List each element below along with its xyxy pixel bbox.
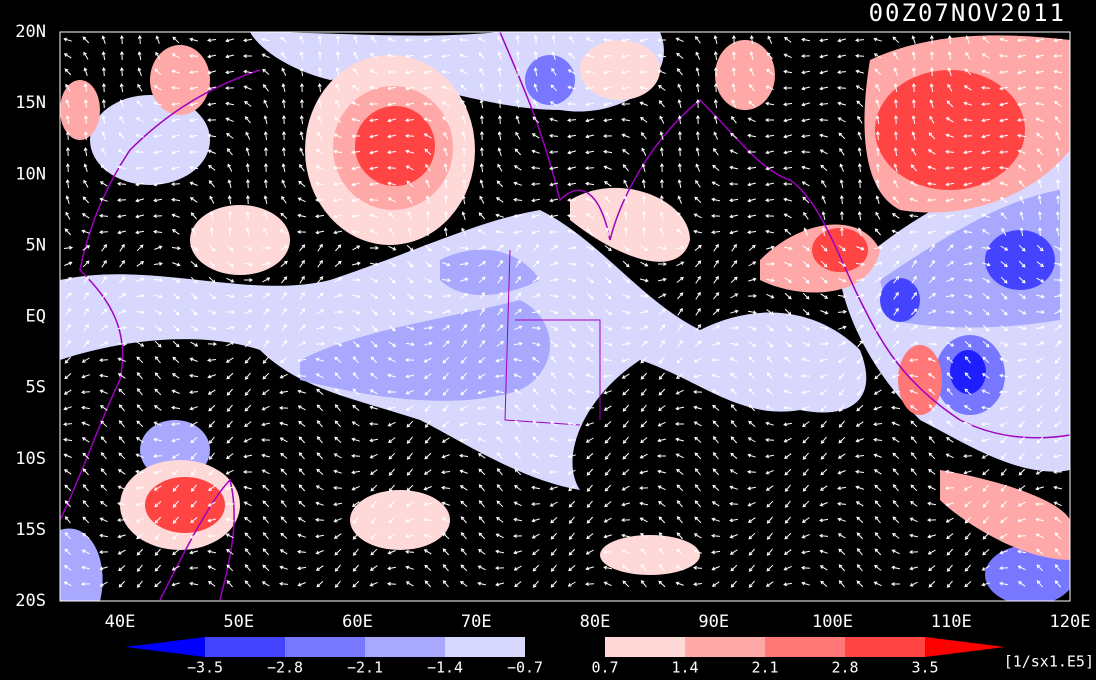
boundary-line <box>504 249 601 426</box>
lon-labels: 40E 50E 60E 70E 80E 90E 100E 110E 120E <box>105 612 1091 632</box>
colorbar-box <box>205 637 285 657</box>
coastline <box>60 69 261 521</box>
negative-region <box>525 55 575 105</box>
colorbar-label: 2.1 <box>751 659 778 677</box>
vorticity-field <box>60 32 1070 601</box>
wind-vectors <box>63 35 1063 588</box>
colorbar-label: 0.7 <box>591 659 618 677</box>
colorbar-box <box>765 637 845 657</box>
colorbar-box <box>685 637 765 657</box>
negative-region <box>440 249 540 295</box>
positive-region <box>898 345 942 415</box>
colorbar-label: −2.8 <box>267 659 303 677</box>
negative-region <box>880 190 1060 328</box>
colorbar-box <box>845 637 925 657</box>
lat-labels: 20N 15N 10N 5N EQ 5S 10S 15S 20S <box>15 22 46 611</box>
colorbar-label: −0.7 <box>507 659 543 677</box>
colorbar: −3.5 −2.8 −2.1 −1.4 −0.7 0.7 1.4 2.1 2.8 3.5 <box>125 637 1005 677</box>
lon-label: 90E <box>698 612 729 632</box>
negative-core <box>880 278 920 322</box>
coastline <box>159 478 235 601</box>
colorbar-unit: [1/sx1.E5] <box>1004 653 1094 671</box>
negative-region <box>60 528 103 601</box>
negative-region <box>985 545 1070 601</box>
lat-label: 10N <box>15 164 46 184</box>
colorbar-label: 3.5 <box>911 659 938 677</box>
lat-label: 15N <box>15 93 46 113</box>
colorbar-label: 1.4 <box>671 659 698 677</box>
positive-region <box>600 535 700 575</box>
positive-region <box>940 470 1070 560</box>
positive-region <box>190 205 290 275</box>
colorbar-min-arrow <box>125 637 205 657</box>
lat-label: EQ <box>26 307 46 327</box>
colorbar-box <box>285 637 365 657</box>
negative-core <box>985 230 1055 290</box>
positive-region <box>570 187 690 262</box>
lon-label: 40E <box>105 612 136 632</box>
lon-label: 110E <box>931 612 972 632</box>
lat-label: 20N <box>15 22 46 42</box>
colorbar-label: −3.5 <box>187 659 223 677</box>
lon-label: 80E <box>580 612 611 632</box>
negative-region <box>300 300 550 401</box>
lon-label: 100E <box>812 612 853 632</box>
lon-label: 70E <box>461 612 492 632</box>
plot-frame <box>59 31 1071 602</box>
lon-label: 50E <box>223 612 254 632</box>
lon-label: 60E <box>342 612 373 632</box>
lat-label: 5S <box>26 378 46 398</box>
positive-region <box>60 80 100 140</box>
colorbar-box <box>525 637 605 657</box>
positive-core <box>145 477 225 533</box>
colorbar-label: −1.4 <box>427 659 463 677</box>
colorbar-label: −2.1 <box>347 659 383 677</box>
positive-region <box>580 40 660 100</box>
colorbar-box <box>445 637 525 657</box>
lat-label: 20S <box>15 591 46 611</box>
positive-region <box>350 490 450 550</box>
lat-label: 15S <box>15 520 46 540</box>
negative-core <box>950 350 986 394</box>
lat-label: 10S <box>15 449 46 469</box>
lat-label: 5N <box>26 235 46 255</box>
coastline <box>499 32 1070 439</box>
lon-label: 120E <box>1050 612 1091 632</box>
colorbar-box <box>605 637 685 657</box>
colorbar-max-arrow <box>925 637 1005 657</box>
colorbar-box <box>365 637 445 657</box>
positive-core <box>812 228 868 272</box>
positive-core <box>875 70 1025 190</box>
map-title: 00Z07NOV2011 <box>869 0 1066 27</box>
positive-region <box>150 45 210 115</box>
positive-core <box>355 106 435 186</box>
positive-region <box>715 40 775 110</box>
colorbar-label: 2.8 <box>831 659 858 677</box>
